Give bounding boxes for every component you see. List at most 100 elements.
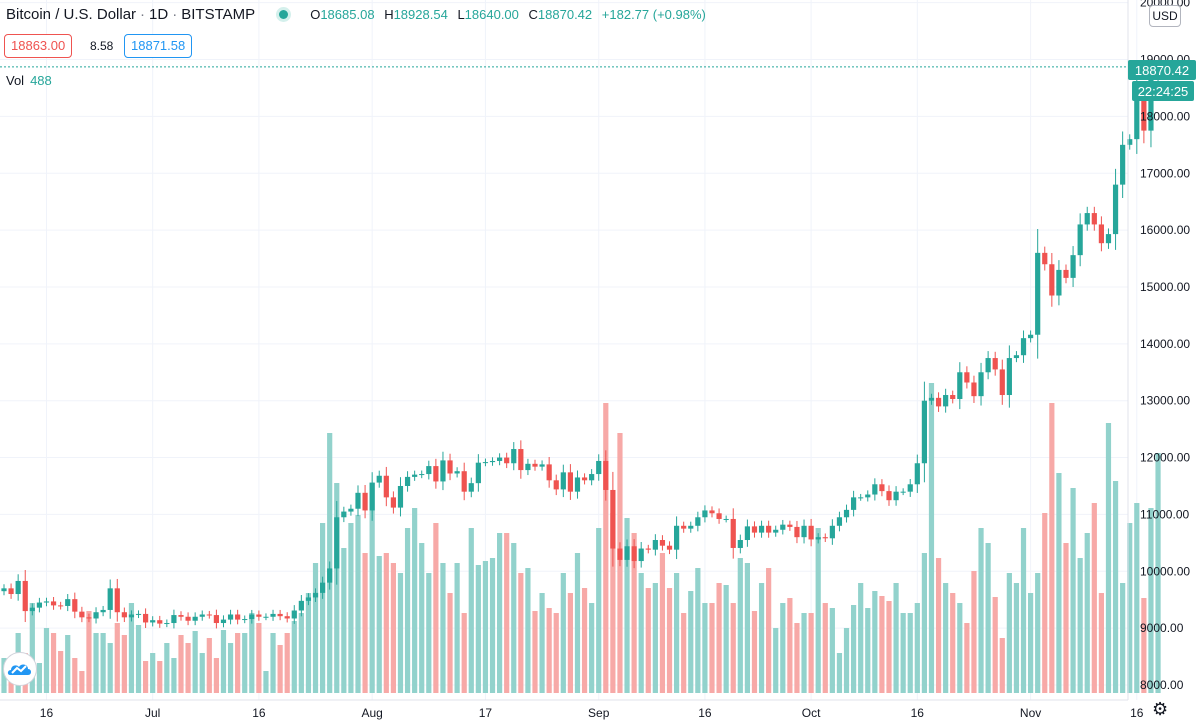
volume-bar	[397, 573, 404, 693]
candle-body	[107, 588, 113, 610]
candle-body	[383, 475, 389, 498]
volume-bar	[943, 583, 949, 693]
candle-body	[100, 609, 106, 613]
time-axis: 16Jul16Aug17Sep16Oct16Nov16Dec	[0, 699, 1144, 720]
candle-body	[50, 601, 57, 606]
y-tick-label: 17000.00	[1140, 166, 1190, 180]
volume-bar	[1127, 523, 1133, 693]
volume-bar	[171, 658, 177, 693]
price-axis: 20000.0019000.0018000.0017000.0016000.00…	[1127, 0, 1190, 700]
candle-body	[532, 463, 538, 467]
symbol-title[interactable]: Bitcoin / U.S. Dollar	[6, 6, 137, 23]
candle-body	[454, 471, 460, 474]
candle-body	[935, 397, 942, 407]
volume-bar	[58, 651, 64, 693]
candle-body	[836, 517, 843, 526]
candle-body	[157, 620, 163, 624]
high-key: H	[384, 7, 394, 22]
volume-bar	[567, 593, 573, 693]
x-tick-label: 16	[252, 706, 266, 720]
candle-body	[829, 525, 835, 539]
volume-bar	[107, 643, 113, 693]
candle-body	[589, 474, 595, 481]
volume-bar	[178, 635, 184, 693]
candle-body	[504, 457, 510, 464]
candle-body	[348, 508, 354, 512]
volume-bar	[999, 638, 1005, 693]
candle-body	[376, 475, 382, 483]
candle-body	[128, 614, 135, 618]
volume-bar	[610, 513, 616, 693]
candle-body	[320, 582, 326, 593]
candle-body	[631, 546, 637, 562]
candle-body	[1070, 255, 1076, 278]
volume-bar	[787, 598, 793, 693]
volume-bar	[199, 653, 205, 693]
volume-bar	[305, 593, 312, 693]
candle-body	[1148, 77, 1154, 131]
y-tick-label: 10000.00	[1140, 564, 1190, 578]
volume-bar	[879, 596, 885, 693]
candle-body	[1134, 93, 1140, 140]
y-tick-label: 20000.00	[1140, 0, 1190, 10]
candle-body	[702, 510, 708, 518]
volume-bar	[766, 568, 772, 693]
gear-icon[interactable]: ⚙	[1152, 699, 1169, 719]
volume-bar	[1141, 598, 1147, 693]
volume-bar	[758, 583, 765, 693]
volume-bar	[383, 553, 389, 693]
volume-bar	[433, 523, 439, 693]
candle-body	[666, 545, 673, 550]
candle-body	[8, 588, 14, 595]
volume-bar	[525, 568, 531, 693]
currency-button[interactable]: USD	[1149, 5, 1181, 27]
candle-body	[723, 518, 729, 520]
x-tick-label: 16	[1130, 706, 1144, 720]
x-tick-label: Jul	[145, 706, 160, 720]
buy-price-button[interactable]: 18871.58	[124, 34, 193, 58]
volume-bar	[348, 523, 354, 693]
candle-body	[419, 474, 425, 476]
candle-body	[242, 619, 248, 621]
candle-body	[617, 548, 623, 560]
candle-body	[1120, 144, 1126, 185]
volume-bar	[185, 643, 191, 693]
ohlc-values: O18685.08 H18928.54 L18640.00 C18870.42 …	[310, 7, 712, 22]
volume-bar	[801, 613, 807, 693]
volume-bar	[277, 645, 283, 693]
candle-body	[497, 457, 503, 461]
volume-bar	[822, 603, 828, 693]
volume-bar	[957, 603, 963, 693]
candle-body	[433, 466, 439, 482]
y-tick-label: 16000.00	[1140, 223, 1190, 237]
candle-body	[220, 619, 227, 624]
volume-bar	[220, 630, 227, 693]
candle-body	[914, 463, 920, 485]
volume-bar	[518, 573, 524, 693]
volume-bar	[1063, 543, 1069, 693]
candle-body	[1028, 334, 1034, 339]
candle-body	[270, 613, 276, 617]
candle-body	[1020, 338, 1027, 356]
candle-body	[560, 472, 566, 490]
candle-body	[143, 613, 149, 623]
candle-body	[865, 494, 871, 498]
volume-bar	[780, 603, 786, 693]
volume-bar	[164, 643, 170, 693]
volume-bar	[362, 553, 368, 693]
interval-label[interactable]: 1D	[149, 6, 169, 23]
x-tick-label: 17	[479, 706, 493, 720]
candle-body	[978, 372, 984, 397]
candle-body	[114, 588, 120, 613]
candle-body	[787, 524, 793, 527]
candle-body	[992, 358, 998, 370]
volume-bar	[1070, 488, 1076, 693]
tradingview-cloud-icon[interactable]	[3, 652, 37, 686]
volume-bar	[497, 533, 503, 693]
candle-body	[277, 613, 283, 617]
volume-bar	[114, 623, 120, 693]
candle-body	[886, 491, 892, 501]
x-tick-label: Oct	[802, 706, 821, 720]
sell-price-button[interactable]: 18863.00	[4, 34, 73, 58]
